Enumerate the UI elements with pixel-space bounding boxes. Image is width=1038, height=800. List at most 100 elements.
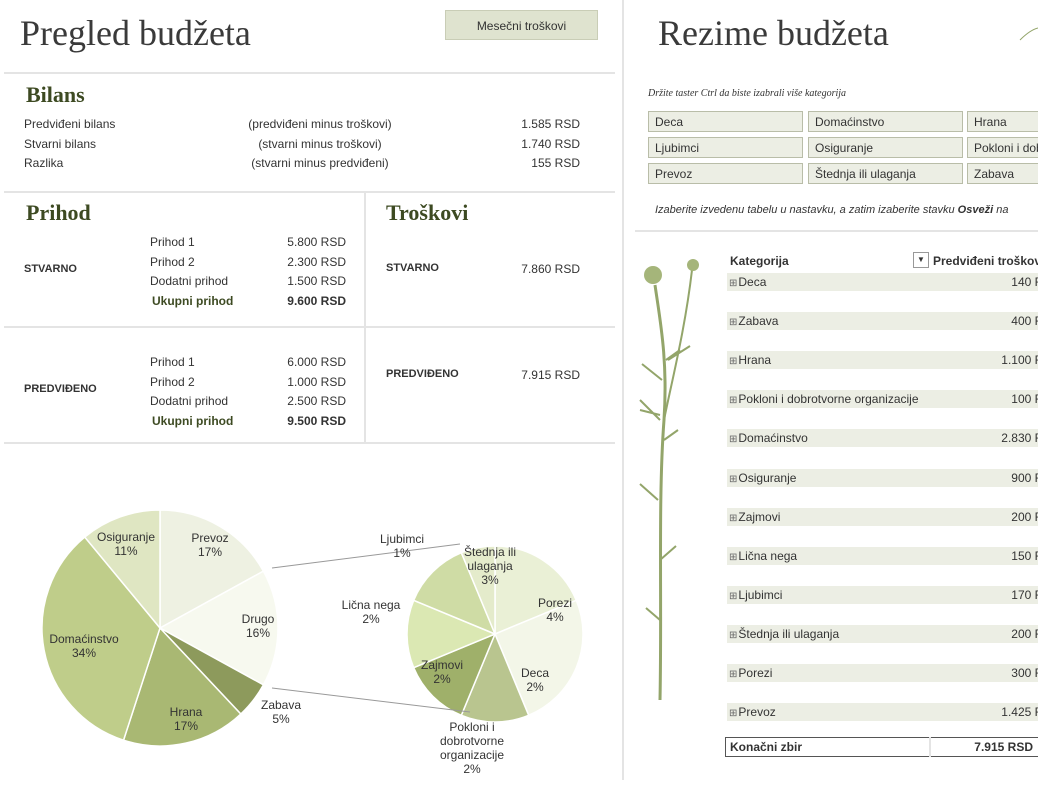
- pie-slice: [158, 570, 279, 686]
- divider: [622, 0, 624, 780]
- slicer-button[interactable]: Hrana: [967, 111, 1038, 132]
- pivot-category: Hrana: [729, 353, 771, 367]
- slice-value: 2%: [463, 762, 481, 776]
- slicer-button[interactable]: Domaćinstvo: [808, 111, 963, 132]
- slice-value: 11%: [114, 544, 138, 558]
- pie-slice: [460, 545, 496, 635]
- pivot-total-label: Konačni zbir: [730, 740, 803, 754]
- row-band: [727, 507, 1038, 526]
- slice-value: 4%: [546, 610, 564, 624]
- section-title: Bilans: [26, 82, 85, 107]
- slice-value: 1%: [393, 546, 411, 560]
- income-value: 2.500 RSD: [287, 394, 346, 408]
- slice-name: Zajmovi: [420, 658, 463, 672]
- divider: [4, 326, 615, 328]
- row-note: (stvarni minus predviđeni): [251, 156, 389, 170]
- slicer-button[interactable]: Deca: [648, 111, 803, 132]
- slicer-button[interactable]: Zabava: [967, 163, 1038, 184]
- group-label: PREDVIĐENO: [386, 368, 459, 380]
- pivot-category: Štednja ili ulaganja: [729, 627, 839, 641]
- pie-slice: [83, 509, 161, 631]
- pivot-value: 200 RSD: [1011, 509, 1038, 524]
- slice-value: 34%: [71, 646, 97, 660]
- pivot-value: 400 RSD: [1011, 314, 1038, 329]
- pivot-category: Porezi: [729, 666, 772, 680]
- slice-label: Lična nega 2%: [331, 598, 411, 626]
- pie-slice: [41, 536, 161, 742]
- total-label: Ukupni prihod: [152, 414, 234, 428]
- divider: [364, 192, 366, 444]
- slicer-button[interactable]: Štednja ili ulaganja: [808, 163, 963, 184]
- slice-label: Osiguranje 11%: [71, 530, 181, 558]
- pivot-category: Prevoz: [729, 705, 775, 719]
- income-label: Prihod 2: [150, 374, 195, 389]
- hint: Držite taster Ctrl da biste izabrali viš…: [648, 88, 847, 99]
- pivot-category: Osiguranje: [729, 471, 796, 485]
- row-band: [727, 585, 1038, 604]
- expense-value: 7.915 RSD: [521, 368, 580, 382]
- row-label: Stvarni bilans: [24, 136, 97, 151]
- group-label: STVARNO: [386, 262, 439, 274]
- slice-value: 17%: [197, 545, 223, 559]
- connector: [271, 687, 471, 713]
- total-box: [725, 737, 1038, 757]
- pie-slice: [460, 632, 530, 723]
- pivot-value: 140 RSD: [1011, 275, 1038, 289]
- income-label: Prihod 1: [150, 235, 195, 249]
- slice-value: 2%: [362, 612, 380, 626]
- page-title: Pregled budžeta: [20, 13, 251, 53]
- slice-name: Štednja ili ulaganja: [463, 545, 517, 573]
- slice-label: Drugo 16%: [203, 612, 313, 640]
- pivot-category: Ljubimci: [729, 588, 782, 602]
- slice-value: 3%: [481, 573, 499, 587]
- total-label: Ukupni prihod: [152, 294, 234, 308]
- row-value: 155 RSD: [531, 156, 580, 170]
- divider: [635, 230, 1038, 232]
- divider: [4, 191, 615, 193]
- row-label: Predviđeni bilans: [24, 117, 116, 131]
- slice-name: Ljubimci: [379, 532, 424, 546]
- group-label: PREDVIĐENO: [24, 383, 97, 395]
- slice-label: Zabava 5%: [226, 698, 336, 726]
- slice-label: Štednja ili ulaganja 3%: [450, 545, 530, 587]
- pivot-value: 150 RSD: [1011, 548, 1038, 563]
- slice-value: 5%: [272, 712, 290, 726]
- income-value: 5.800 RSD: [287, 235, 346, 249]
- pie-slice: [412, 551, 497, 636]
- page-title: Rezime budžeta: [658, 13, 889, 53]
- row-band: [727, 351, 1038, 370]
- pivot-value: 200 RSD: [1011, 626, 1038, 641]
- pie-slice: [494, 545, 578, 636]
- slice-label: Prevoz 17%: [155, 531, 265, 559]
- slicer-button[interactable]: Pokloni i dobrotvorne organizacije: [967, 137, 1038, 158]
- instruction-part: Osveži: [957, 204, 997, 216]
- income-value: 1.500 RSD: [287, 274, 346, 288]
- slice-label: Pokloni i dobrotvorne organizacije 2%: [427, 720, 517, 776]
- pivot-value: 300 RSD: [1011, 666, 1038, 680]
- slicer-button[interactable]: Prevoz: [648, 163, 803, 184]
- divider: [4, 72, 615, 74]
- slice-label: Domaćinstvo 34%: [29, 632, 139, 660]
- slice-label: Zajmovi 2%: [412, 658, 472, 686]
- button[interactable]: Mesečni troškovi: [445, 10, 598, 40]
- pivot-category: Zabava: [729, 314, 778, 328]
- slice-name: Lična nega: [341, 598, 401, 612]
- pivot-category: Pokloni i dobrotvorne organizacije: [729, 392, 918, 406]
- pivot-category: Zajmovi: [729, 510, 780, 524]
- slice-name: Drugo: [241, 612, 275, 626]
- slicer-button[interactable]: Ljubimci: [648, 137, 803, 158]
- income-value: 6.000 RSD: [287, 355, 346, 369]
- instruction-part: Izaberite izvedenu tabelu u nastavku, a …: [655, 204, 958, 216]
- row-note: (predviđeni minus troškovi): [248, 117, 392, 131]
- row-note: (stvarni minus troškovi): [258, 136, 382, 151]
- slice-name: Osiguranje: [96, 530, 156, 544]
- slicer-button[interactable]: Osiguranje: [808, 137, 963, 158]
- pie-slice: [122, 626, 242, 747]
- group-label: STVARNO: [24, 263, 77, 275]
- pivot-category: Lična nega: [729, 549, 797, 563]
- expense-value: 7.860 RSD: [521, 262, 580, 276]
- pivot-value: 100 RSD: [1011, 392, 1038, 407]
- row-band: [727, 664, 1038, 682]
- total-value: 9.500 RSD: [287, 414, 346, 428]
